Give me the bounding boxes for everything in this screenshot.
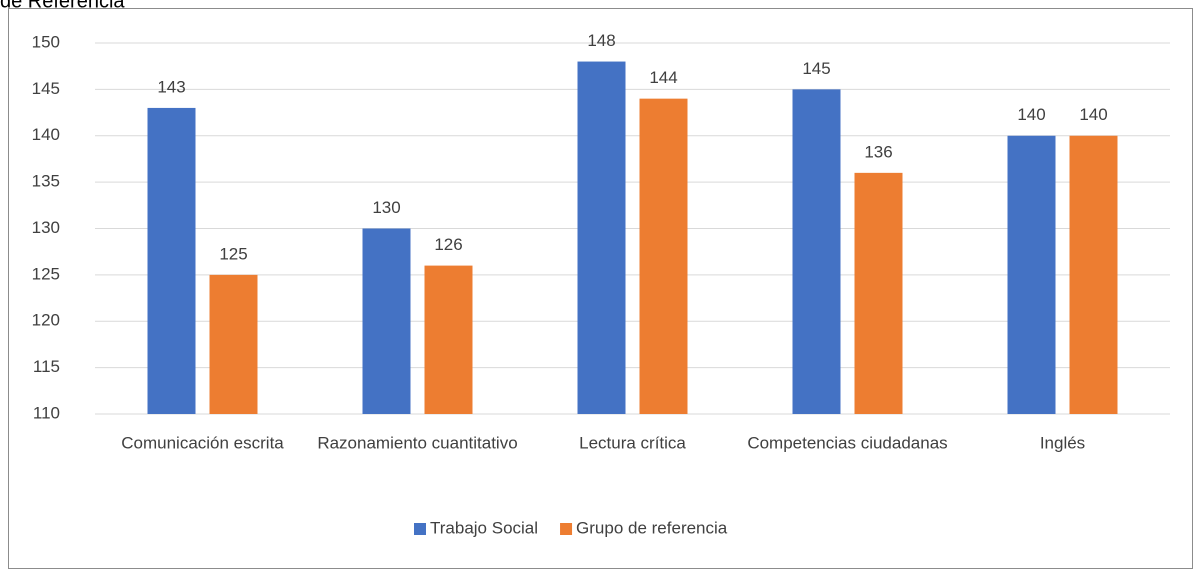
x-tick-label: Inglés [1040, 433, 1085, 452]
bar [147, 107, 196, 415]
data-label: 145 [802, 59, 830, 78]
legend-label: Grupo de referencia [576, 518, 728, 537]
bar [1007, 135, 1056, 414]
x-tick-label: Comunicación escrita [121, 433, 284, 452]
data-label: 136 [864, 142, 892, 161]
bar [854, 172, 903, 414]
data-label: 140 [1079, 105, 1107, 124]
y-tick-label: 110 [33, 403, 60, 422]
y-tick-label: 120 [32, 311, 60, 330]
bar [792, 89, 841, 414]
bar [424, 265, 473, 414]
data-label: 126 [434, 235, 462, 254]
y-tick-label: 135 [32, 172, 60, 191]
bar [577, 61, 626, 415]
legend-label: Trabajo Social [430, 518, 538, 537]
y-tick-label: 140 [32, 125, 60, 144]
bar [209, 274, 258, 414]
x-tick-label: Lectura crítica [579, 433, 686, 452]
y-tick-label: 115 [33, 357, 60, 376]
data-label: 125 [219, 244, 247, 263]
x-tick-label: Razonamiento cuantitativo [317, 433, 517, 452]
data-label: 144 [649, 68, 677, 87]
y-tick-label: 130 [32, 218, 60, 237]
chart-title: de Referencia [0, 0, 125, 12]
y-tick-label: 145 [32, 79, 60, 98]
legend-swatch [414, 523, 426, 535]
bar [639, 98, 688, 415]
legend-swatch [560, 523, 573, 535]
data-label: 148 [587, 31, 615, 50]
bar [1069, 135, 1118, 414]
y-tick-label: 150 [32, 32, 60, 51]
y-tick-label: 125 [32, 264, 60, 283]
data-label: 140 [1017, 105, 1045, 124]
bar [362, 228, 411, 414]
x-tick-label: Competencias ciudadanas [747, 433, 947, 452]
data-label: 130 [372, 198, 400, 217]
data-label: 143 [157, 77, 185, 96]
